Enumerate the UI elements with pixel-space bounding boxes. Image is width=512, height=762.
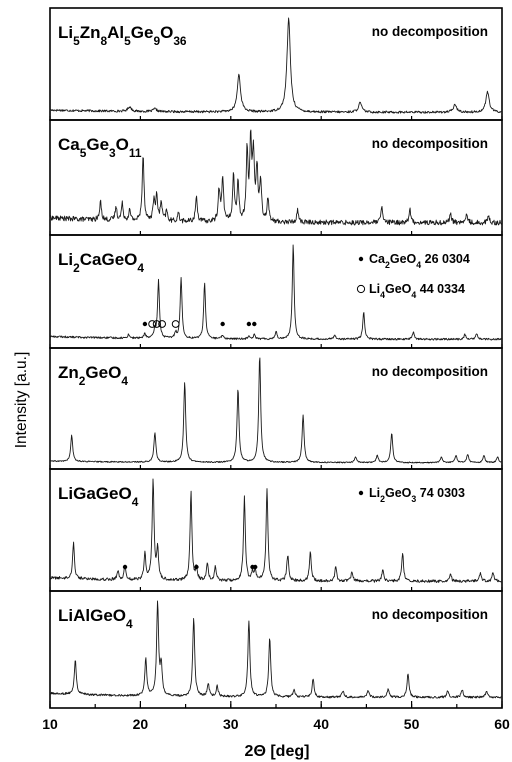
- xrd-panel: Ca5Ge3O11 no decomposition: [49, 119, 503, 236]
- legend-marker-filled: [358, 256, 364, 262]
- panel-note: no decomposition: [372, 136, 488, 151]
- phase-marker-filled: [252, 321, 257, 327]
- legend-entry: Ca2GeO4 26 0304: [369, 252, 470, 270]
- xrd-panel: LiAlGeO4 no decomposition: [49, 590, 503, 709]
- diffraction-pattern-line: [49, 244, 503, 341]
- x-tick-label: 50: [404, 716, 420, 732]
- phase-marker-filled: [220, 321, 225, 327]
- phase-marker-filled: [253, 564, 258, 570]
- xrd-panel: Li5Zn8Al5Ge9O36 no decomposition: [49, 7, 503, 121]
- xrd-panel: Zn2GeO4 no decomposition: [49, 347, 503, 470]
- diffraction-pattern-line: [50, 357, 503, 464]
- x-tick-label: 10: [42, 716, 58, 732]
- panel-note: no decomposition: [372, 364, 488, 379]
- sample-label: Li2CaGeO4: [58, 250, 144, 275]
- legend-marker-open: [356, 284, 366, 294]
- phase-marker-open: [148, 320, 157, 328]
- xrd-panel: LiGaGeO4 Li2GeO3 74 0303: [49, 468, 503, 592]
- diffraction-pattern-line: [49, 17, 503, 114]
- phase-marker-filled: [122, 564, 128, 570]
- phase-marker-filled: [246, 321, 252, 327]
- xrd-panel: Li2CaGeO4 Ca2GeO4 26 0304 Li4GeO4 44 0334: [49, 234, 503, 349]
- sample-label: LiAlGeO4: [58, 606, 133, 631]
- diffraction-pattern-line: [49, 129, 503, 226]
- x-tick-label: 20: [133, 716, 149, 732]
- legend-entry: Li2GeO3 74 0303: [369, 486, 465, 504]
- panel-note: no decomposition: [372, 607, 488, 622]
- phase-marker-filled: [194, 564, 199, 570]
- x-axis: 10 20 30 40 50 60: [42, 701, 510, 732]
- sample-label: LiGaGeO4: [58, 484, 139, 509]
- legend-entry: Li4GeO4 44 0334: [369, 282, 465, 300]
- x-axis-label: 2Θ [deg]: [245, 743, 310, 760]
- phase-marker-open: [171, 320, 180, 328]
- phase-marker-open: [152, 320, 161, 328]
- diffraction-pattern-line: [49, 600, 503, 699]
- sample-label: Ca5Ge3O11: [58, 135, 142, 160]
- y-axis-label: Intensity [a.u.]: [13, 352, 30, 449]
- legend-marker-filled: [358, 490, 364, 496]
- sample-label: Li5Zn8Al5Ge9O36: [58, 23, 187, 48]
- x-tick-label: 30: [223, 716, 239, 732]
- x-tick-label: 60: [494, 716, 510, 732]
- panel-note: no decomposition: [372, 24, 488, 39]
- x-tick-label: 40: [313, 716, 329, 732]
- phase-marker-filled: [142, 321, 148, 327]
- sample-label: Zn2GeO4: [58, 363, 128, 388]
- phase-marker-open: [158, 320, 166, 328]
